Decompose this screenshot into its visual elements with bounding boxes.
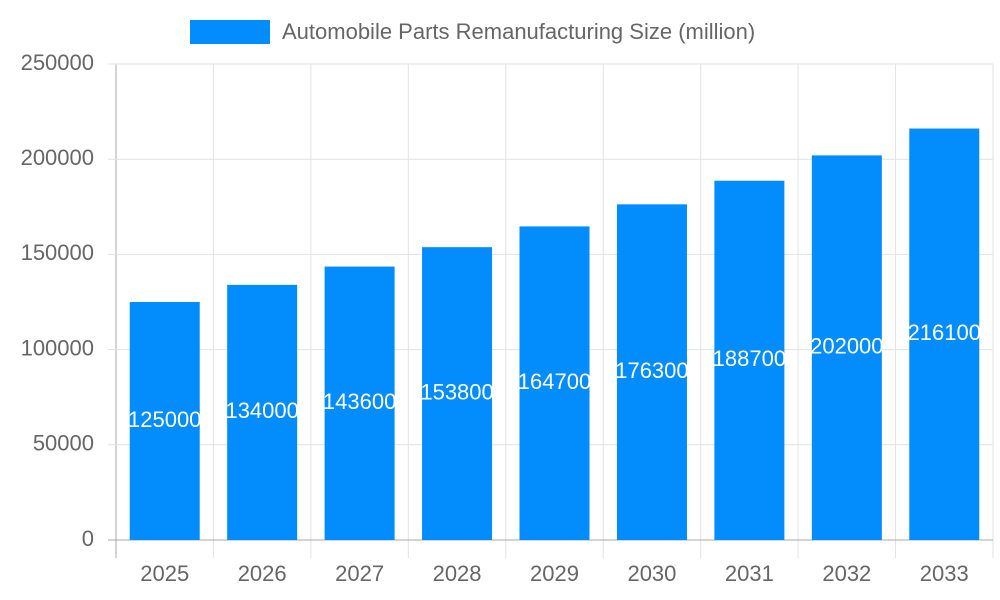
x-tick-label: 2028 [433,561,482,586]
y-tick-label: 200000 [21,145,94,170]
data-label: 125000 [128,407,201,432]
x-tick-label: 2030 [627,561,676,586]
data-label: 134000 [225,398,298,423]
y-tick-label: 50000 [33,431,94,456]
legend-swatch [190,20,270,44]
data-label: 202000 [810,334,883,359]
bar [714,180,785,540]
x-tick-label: 2032 [822,561,871,586]
bar [909,128,980,540]
bar [616,204,687,540]
y-tick-label: 100000 [21,335,94,360]
y-tick-label: 250000 [21,50,94,75]
data-label: 176300 [615,358,688,383]
y-tick-label: 150000 [21,240,94,265]
bar [422,247,493,540]
x-tick-label: 2026 [238,561,287,586]
x-tick-label: 2027 [335,561,384,586]
x-tick-label: 2025 [140,561,189,586]
legend-label: Automobile Parts Remanufacturing Size (m… [282,19,755,44]
data-label: 188700 [713,346,786,371]
x-tick-label: 2033 [920,561,969,586]
data-label: 164700 [518,369,591,394]
bar [324,266,395,540]
bar [227,284,298,540]
data-label: 153800 [420,379,493,404]
x-tick-label: 2031 [725,561,774,586]
data-label: 216100 [908,320,981,345]
bar [811,155,882,540]
x-tick-label: 2029 [530,561,579,586]
bar [129,302,200,540]
bar [519,226,590,540]
data-label: 143600 [323,389,396,414]
y-tick-label: 0 [82,526,94,551]
